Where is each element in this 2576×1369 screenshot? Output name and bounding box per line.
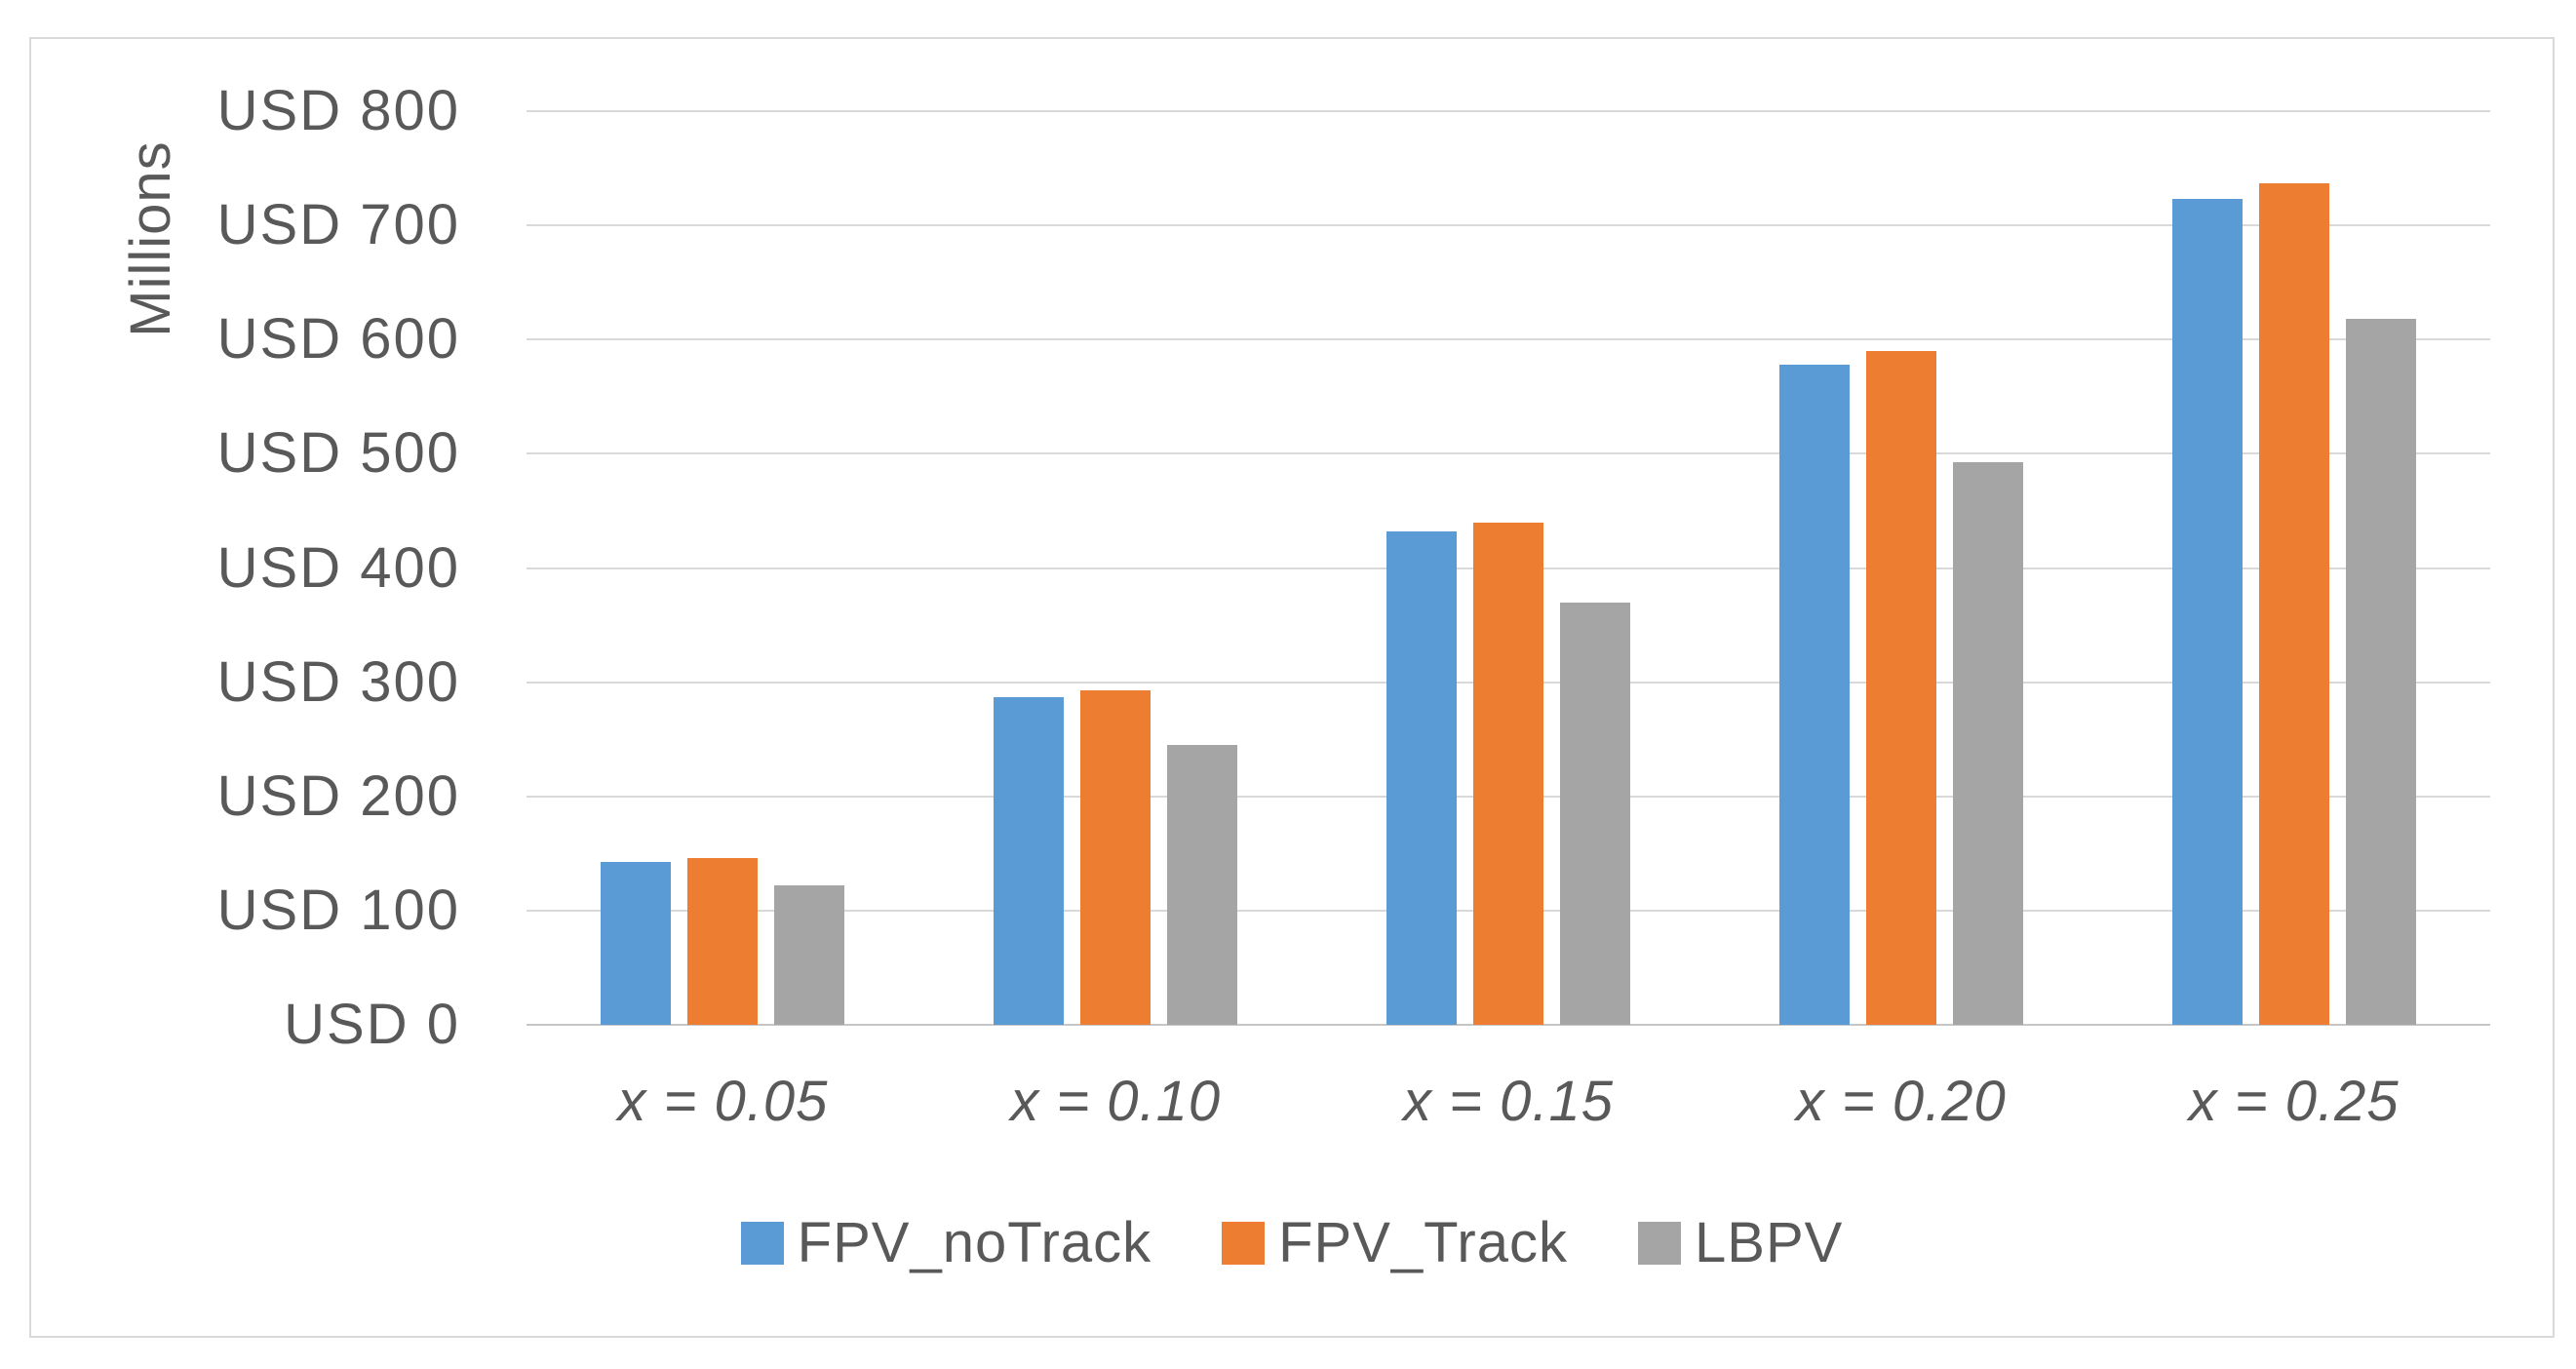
x-tick-label-x-0-15: x = 0.15: [1403, 1070, 1614, 1133]
legend-swatch-lbpv: [1638, 1222, 1681, 1265]
legend-item-lbpv: LBPV: [1638, 1212, 1843, 1274]
bar-fpv-notrack-x-0-15: [1386, 531, 1457, 1025]
chart-frame: Millions USD 0 USD 100 USD 200 USD 300 USD 4…: [29, 37, 2555, 1338]
legend-swatch-fpv-notrack: [740, 1222, 784, 1265]
bar-group-x-0-05: [527, 111, 919, 1025]
legend-item-fpv-notrack: FPV_noTrack: [740, 1211, 1152, 1274]
bar-lbpv-x-0-25: [2345, 319, 2416, 1025]
legend-swatch-fpv-track: [1222, 1222, 1266, 1265]
legend: FPV_noTrack FPV_Track LBPV: [31, 1212, 2553, 1274]
bar-groups: [527, 111, 2490, 1025]
bar-group-x-0-15: [1312, 111, 1705, 1025]
bar-fpv-notrack-x-0-20: [1778, 365, 1850, 1025]
legend-label-fpv-track: FPV_Track: [1278, 1211, 1568, 1274]
bar-lbpv-x-0-15: [1559, 602, 1630, 1025]
gridline-usd-0: [527, 1024, 2490, 1026]
legend-label-fpv-notrack: FPV_noTrack: [797, 1211, 1152, 1274]
bar-group-x-0-20: [1704, 111, 2097, 1025]
bar-fpv-track-x-0-05: [687, 858, 759, 1025]
legend-item-fpv-track: FPV_Track: [1222, 1212, 1568, 1274]
x-tick-label-x-0-05: x = 0.05: [617, 1070, 829, 1133]
x-axis-tick-labels: x = 0.05 x = 0.10 x = 0.15 x = 0.20 x = 0.25: [527, 1069, 2490, 1135]
gridline-usd-800: [527, 110, 2490, 112]
y-tick-label-usd-300: USD 300: [216, 649, 460, 714]
bar-lbpv-x-0-20: [1952, 461, 2023, 1025]
bar-group-x-0-10: [919, 111, 1312, 1025]
bar-fpv-notrack-x-0-25: [2171, 199, 2243, 1025]
bar-fpv-track-x-0-15: [1472, 522, 1543, 1025]
y-tick-label-usd-700: USD 700: [216, 193, 460, 257]
bar-fpv-notrack-x-0-05: [601, 861, 672, 1025]
gridline-usd-500: [527, 452, 2490, 455]
gridline-usd-600: [527, 338, 2490, 341]
y-axis-tick-labels: USD 0 USD 100 USD 200 USD 300 USD 400 USD 500…: [31, 80, 460, 1056]
x-tick-label-x-0-20: x = 0.20: [1795, 1070, 2007, 1133]
y-tick-label-usd-200: USD 200: [216, 763, 460, 828]
y-tick-label-usd-500: USD 500: [216, 421, 460, 486]
y-tick-label-usd-600: USD 600: [216, 307, 460, 372]
bar-group-x-0-25: [2097, 111, 2490, 1025]
y-tick-label-usd-400: USD 400: [216, 535, 460, 600]
x-tick-label-x-0-25: x = 0.25: [2188, 1070, 2400, 1133]
bar-fpv-track-x-0-20: [1865, 350, 1936, 1025]
x-tick-label-x-0-10: x = 0.10: [1010, 1070, 1222, 1133]
y-tick-label-usd-800: USD 800: [216, 79, 460, 142]
legend-label-lbpv: LBPV: [1695, 1211, 1844, 1274]
bar-fpv-track-x-0-25: [2258, 182, 2329, 1025]
bar-lbpv-x-0-10: [1167, 745, 1238, 1025]
bar-fpv-track-x-0-10: [1080, 689, 1151, 1025]
y-tick-label-usd-0: USD 0: [284, 993, 460, 1056]
gridline-usd-700: [527, 224, 2490, 227]
bar-lbpv-x-0-05: [774, 885, 845, 1025]
bar-fpv-notrack-x-0-10: [994, 696, 1065, 1025]
plot-area: [527, 110, 2490, 1026]
y-tick-label-usd-100: USD 100: [216, 878, 460, 942]
